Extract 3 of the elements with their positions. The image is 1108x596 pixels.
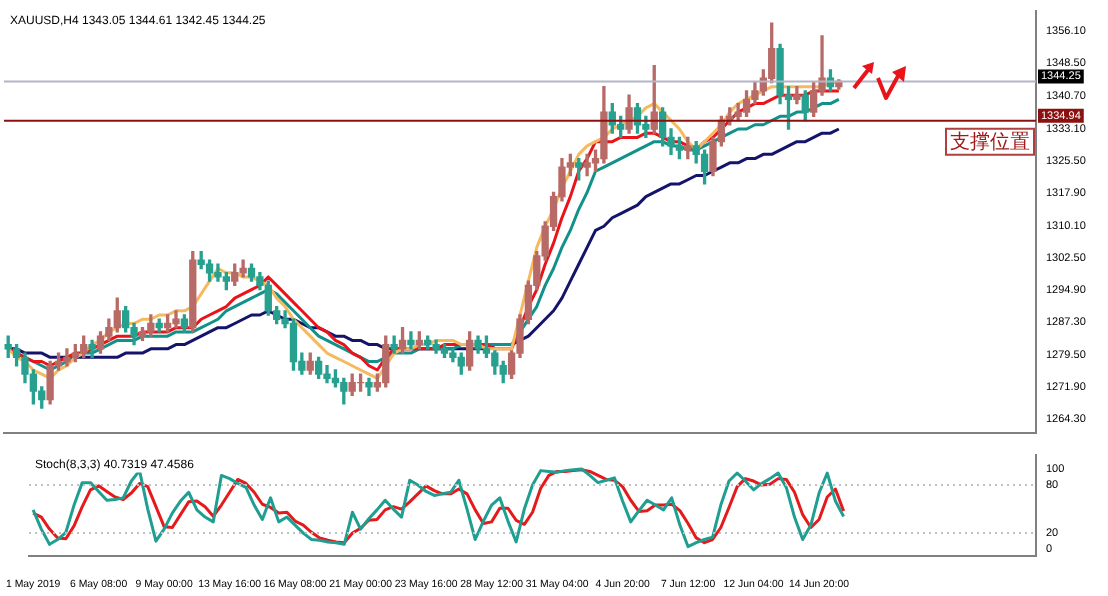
annotation: 支撑位置 (950, 130, 1030, 155)
candlestick (239, 259, 247, 278)
candlestick (407, 331, 415, 350)
